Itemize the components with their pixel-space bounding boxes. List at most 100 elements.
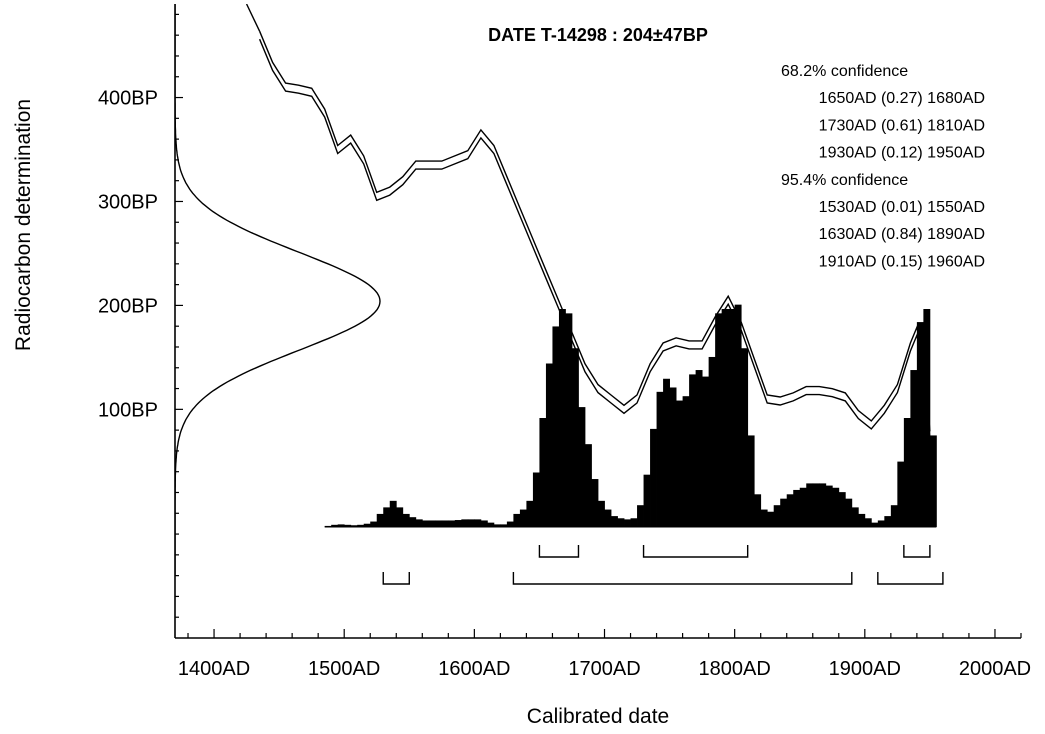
histogram-bar: [695, 370, 703, 527]
histogram-bar: [728, 309, 736, 527]
histogram-bar: [877, 520, 885, 527]
confidence-annotations: 68.2% confidence 1650AD (0.27) 1680AD 1730…: [781, 63, 985, 270]
x-tick-label: 1600AD: [438, 658, 510, 680]
histogram-bar: [923, 309, 931, 527]
histogram-bar: [383, 507, 391, 527]
confidence-range: 1930AD (0.12) 1950AD: [819, 145, 985, 162]
range-68-bracket: [538, 545, 580, 558]
histogram-bar: [578, 407, 586, 527]
histogram-bar: [370, 521, 378, 527]
histogram-bar: [682, 396, 690, 527]
confidence-range: 1730AD (0.61) 1810AD: [819, 117, 985, 134]
histogram-bar: [357, 524, 365, 527]
histogram-bar: [650, 428, 657, 527]
calibration-curve-upper: [258, 30, 931, 432]
x-axis-label: Calibrated date: [527, 705, 669, 728]
histogram-bar: [838, 492, 846, 527]
histogram-bar: [832, 487, 840, 527]
confidence-header: 68.2% confidence: [781, 63, 908, 80]
histogram-bar: [903, 418, 911, 527]
histogram-bar: [598, 500, 605, 527]
histogram-bar: [630, 518, 638, 527]
histogram-bar: [669, 387, 677, 527]
histogram-bar: [864, 518, 872, 527]
confidence-range: 1630AD (0.84) 1890AD: [819, 226, 985, 243]
histogram-bar: [871, 522, 879, 527]
histogram-bar: [656, 391, 664, 527]
histogram-bar: [825, 485, 833, 527]
histogram-bar: [767, 511, 775, 527]
histogram-bar: [487, 522, 495, 527]
histogram-bar: [884, 516, 892, 527]
histogram-bar: [806, 483, 814, 527]
histogram-bar: [780, 498, 788, 527]
x-tick-label: 1400AD: [178, 658, 250, 680]
histogram-bar: [760, 509, 768, 527]
histogram-bar: [721, 309, 729, 527]
chart-title: DATE T-14298 : 204±47BP: [488, 25, 708, 45]
histogram-bar: [637, 505, 644, 527]
histogram-bar: [344, 524, 352, 527]
histogram-bar: [409, 517, 417, 527]
histogram-bar: [624, 519, 631, 527]
histogram-bar: [337, 524, 345, 527]
histogram-bar: [890, 505, 898, 527]
histogram-bar: [741, 348, 749, 527]
histogram-bar: [454, 520, 462, 527]
histogram-bar: [799, 487, 807, 527]
histogram-bar: [604, 509, 612, 527]
confidence-header: 95.4% confidence: [781, 172, 908, 189]
histogram-bar: [773, 505, 781, 527]
histogram-bar: [467, 519, 475, 527]
histogram-bar: [793, 489, 801, 527]
histogram-bar: [689, 374, 697, 527]
range-95-bracket: [877, 572, 944, 585]
histogram-bar: [519, 509, 527, 527]
histogram-bar: [754, 494, 762, 527]
range-95-bracket: [382, 572, 410, 585]
histogram-bar: [331, 524, 339, 527]
x-tick-label: 1900AD: [829, 658, 901, 680]
x-tick-label: 2000AD: [959, 658, 1031, 680]
histogram-bar: [493, 524, 501, 527]
histogram-bar: [539, 418, 547, 527]
histogram-bar: [812, 483, 820, 527]
histogram-bar: [663, 378, 670, 527]
histogram-bar: [415, 519, 423, 527]
histogram-bar: [715, 313, 723, 527]
histogram-bar: [910, 370, 918, 527]
histogram-bar: [389, 500, 397, 527]
histogram-bar: [851, 507, 859, 527]
histogram-bar: [786, 494, 794, 527]
y-tick-label: 400BP: [98, 88, 158, 110]
x-tick-label: 1500AD: [308, 658, 380, 680]
y-tick-label: 100BP: [98, 399, 158, 421]
histogram-bar: [734, 304, 742, 527]
histogram-bar: [428, 520, 436, 527]
histogram-bar: [402, 513, 410, 527]
histogram-bar: [747, 435, 755, 527]
histogram-bar: [350, 525, 358, 527]
histogram-bar: [819, 483, 827, 527]
histogram-bar: [506, 521, 514, 527]
confidence-range: 1650AD (0.27) 1680AD: [819, 90, 985, 107]
histogram-bar: [480, 520, 488, 527]
histogram-bar: [363, 523, 371, 527]
calibration-curve-lower: [258, 38, 931, 440]
histogram-bar: [916, 322, 924, 527]
plot-area: [175, 4, 944, 585]
histogram-bar: [324, 525, 332, 527]
histogram-bar: [513, 513, 521, 527]
y-tick-label: 300BP: [98, 191, 158, 213]
histogram-bar: [422, 520, 430, 527]
y-tick-label: 200BP: [98, 295, 158, 317]
histogram-bar: [702, 376, 710, 527]
histogram-bar: [376, 513, 384, 527]
histogram-bar: [552, 326, 560, 527]
range-95-bracket: [512, 572, 853, 585]
confidence-range: 1530AD (0.01) 1550AD: [819, 199, 985, 216]
histogram-bar: [532, 472, 540, 527]
histogram-bar: [584, 444, 592, 527]
histogram-bar: [545, 363, 553, 527]
